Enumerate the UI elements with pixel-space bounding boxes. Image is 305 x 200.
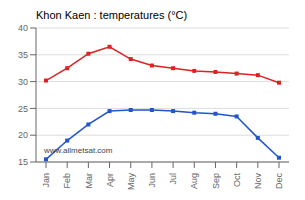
svg-text:Jan: Jan: [41, 173, 51, 188]
svg-text:Feb: Feb: [62, 173, 72, 189]
svg-text:Apr: Apr: [105, 173, 115, 187]
svg-text:35: 35: [18, 50, 28, 60]
svg-text:25: 25: [18, 104, 28, 114]
svg-text:Jul: Jul: [168, 173, 178, 185]
svg-text:Jun: Jun: [147, 173, 157, 188]
svg-text:Dec: Dec: [274, 173, 284, 190]
svg-text:20: 20: [18, 130, 28, 140]
svg-text:40: 40: [18, 23, 28, 33]
html-text:www.allmetsat.com: www.allmetsat.com: [44, 146, 113, 155]
html-text:Khon Kaen : temperatures (°C): Khon Kaen : temperatures (°C): [36, 9, 188, 21]
svg-text:Sep: Sep: [211, 173, 221, 189]
svg-text:Oct: Oct: [232, 173, 242, 188]
svg-text:Nov: Nov: [253, 173, 263, 190]
svg-text:May: May: [126, 173, 136, 190]
svg-text:30: 30: [18, 77, 28, 87]
svg-text:Aug: Aug: [189, 173, 199, 189]
svg-text:Mar: Mar: [84, 173, 94, 189]
svg-text:15: 15: [18, 157, 28, 167]
